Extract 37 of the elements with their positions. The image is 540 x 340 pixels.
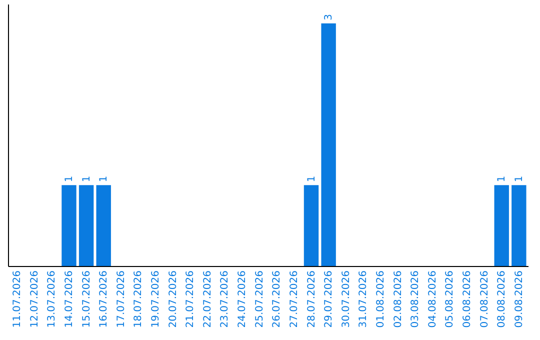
x-tick-label: 16.07.2026 bbox=[98, 270, 110, 328]
x-tick-label: 13.07.2026 bbox=[46, 270, 58, 328]
x-tick-label: 15.07.2026 bbox=[81, 270, 92, 328]
x-tick-label: 06.08.2026 bbox=[462, 270, 473, 328]
x-tick-label: 18.07.2026 bbox=[133, 270, 144, 328]
x-tick-label: 07.08.2026 bbox=[479, 270, 490, 328]
data-label: 3 bbox=[324, 14, 335, 20]
data-label: 1 bbox=[81, 176, 92, 182]
x-tick-label: 25.07.2026 bbox=[254, 270, 266, 328]
x-tick-label: 19.07.2026 bbox=[150, 270, 162, 328]
x-tick-label: 22.07.2026 bbox=[202, 270, 214, 328]
x-tick-label: 01.08.2026 bbox=[375, 270, 386, 328]
x-tick-label: 11.07.2026 bbox=[12, 270, 24, 328]
x-tick-label: 20.07.2026 bbox=[168, 270, 179, 328]
x-tick-label: 12.07.2026 bbox=[29, 270, 40, 328]
x-tick-label: 21.07.2026 bbox=[185, 270, 196, 328]
x-tick-label: 02.08.2026 bbox=[392, 270, 404, 328]
x-tick-label: 24.07.2026 bbox=[237, 270, 248, 328]
x-tick-label: 09.08.2026 bbox=[514, 270, 525, 328]
x-tick-label: 14.07.2026 bbox=[64, 270, 75, 328]
x-tick-label: 27.07.2026 bbox=[288, 270, 300, 328]
x-tick-label: 23.07.2026 bbox=[220, 270, 231, 328]
x-tick-label: 30.07.2026 bbox=[340, 270, 352, 328]
x-tick-label: 26.07.2026 bbox=[272, 270, 283, 328]
x-tick-label: 28.07.2026 bbox=[306, 270, 318, 328]
x-tick-label: 17.07.2026 bbox=[116, 270, 127, 328]
x-tick-label: 03.08.2026 bbox=[410, 270, 422, 328]
x-tick-label: 08.08.2026 bbox=[496, 270, 508, 328]
data-label: 1 bbox=[306, 176, 318, 182]
data-label: 1 bbox=[514, 176, 525, 182]
x-tick-label: 05.08.2026 bbox=[444, 270, 456, 328]
x-tick-label: 04.08.2026 bbox=[427, 270, 438, 328]
x-tick-label: 29.07.2026 bbox=[324, 270, 335, 328]
data-label: 1 bbox=[64, 176, 75, 182]
data-label: 1 bbox=[98, 176, 110, 182]
x-tick-label: 31.07.2026 bbox=[358, 270, 370, 328]
data-label: 1 bbox=[496, 176, 508, 182]
